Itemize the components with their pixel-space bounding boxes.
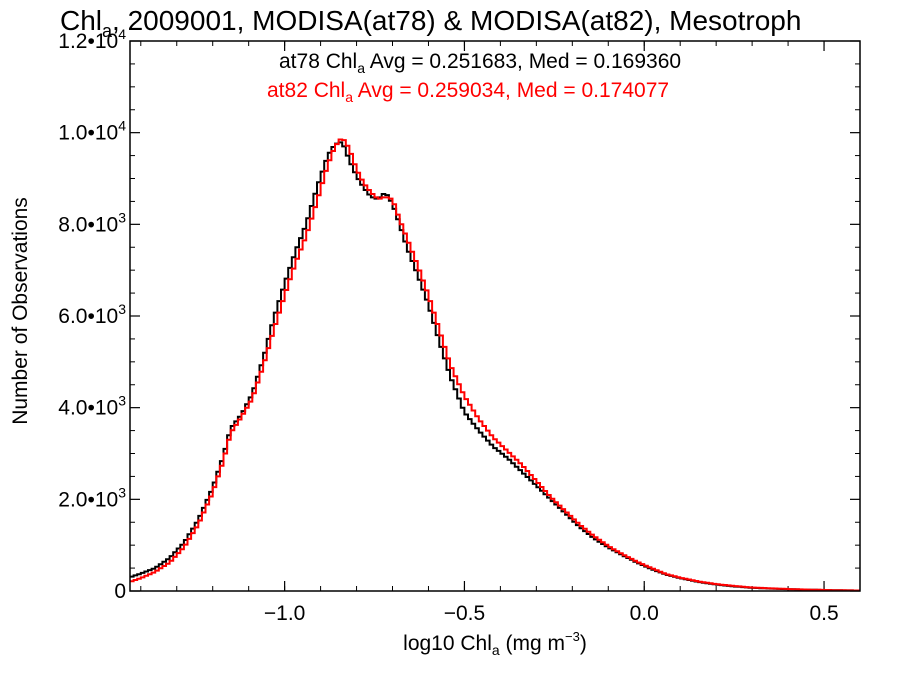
x-axis-label-units: (mg m <box>500 632 565 655</box>
x-axis-label: log10 Chla (mg m−3) <box>403 629 587 658</box>
histogram-line-at82 <box>130 138 860 592</box>
x-axis-label-units-close: ) <box>580 632 587 655</box>
y-tick-label: 8.0•103 <box>58 209 126 236</box>
x-axis-label-subscript: a <box>492 642 500 658</box>
annotation-at82-subscript: a <box>345 89 353 105</box>
annotation-at82: at82 Chla Avg = 0.259034, Med = 0.174077 <box>267 79 669 105</box>
y-tick-label: 2.0•103 <box>58 484 126 511</box>
tick-labels: −1.0 −0.5 0.0 0.5 0 2.0•103 4.0•103 6.0•103 8.0•… <box>58 26 838 625</box>
annotation-at78: at78 Chla Avg = 0.251683, Med = 0.169360 <box>279 50 681 76</box>
chart-title-prefix: Chl <box>60 5 102 36</box>
y-tick-label: 1.2•104 <box>58 26 126 53</box>
x-axis-label-units-exponent: −3 <box>565 629 580 644</box>
y-tick-label: 0 <box>114 580 126 603</box>
plot-frame <box>129 40 861 592</box>
chart-title-subscript: a <box>102 21 113 41</box>
annotation-at82-prefix: at82 Chl <box>267 79 345 102</box>
x-tick-label: 0.0 <box>630 602 659 625</box>
x-tick-label: 0.5 <box>809 602 838 625</box>
y-tick-label: 6.0•103 <box>58 301 126 328</box>
chart-title-suffix: , 2009001, MODISA(at78) & MODISA(at82), … <box>112 5 801 36</box>
series-layer <box>130 138 860 592</box>
x-axis-label-prefix: log10 Chl <box>403 632 492 655</box>
x-tick-label: −1.0 <box>264 602 305 625</box>
annotation-at78-subscript: a <box>357 60 365 76</box>
y-tick-label: 1.0•104 <box>58 118 126 145</box>
y-tick-label: 4.0•103 <box>58 393 126 420</box>
axis-ticks <box>130 40 861 592</box>
x-tick-label: −0.5 <box>444 602 485 625</box>
y-axis-label: Number of Observations <box>9 197 32 425</box>
annotation-at82-suffix: Avg = 0.259034, Med = 0.174077 <box>353 79 669 102</box>
histogram-line-at78 <box>130 141 860 592</box>
annotation-at78-prefix: at78 Chl <box>279 50 357 73</box>
chart-title: Chla, 2009001, MODISA(at78) & MODISA(at8… <box>60 5 801 41</box>
annotation-at78-suffix: Avg = 0.251683, Med = 0.169360 <box>365 50 681 73</box>
